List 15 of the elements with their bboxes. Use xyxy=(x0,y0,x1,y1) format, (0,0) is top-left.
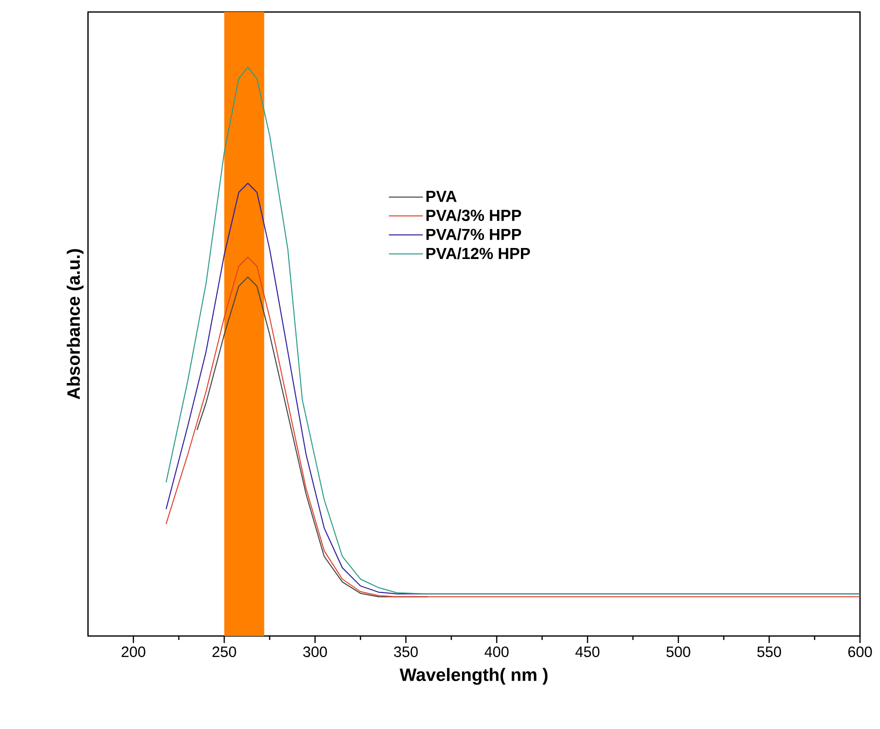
x-axis-title: Wavelength( nm ) xyxy=(400,668,548,685)
x-tick-label: 550 xyxy=(757,646,782,658)
legend-label: PVA xyxy=(426,190,457,202)
x-tick-label: 400 xyxy=(484,646,509,658)
y-axis-title: Absorbance (a.u.) xyxy=(66,249,84,400)
legend-label: PVA/12% HPP xyxy=(426,247,530,260)
legend-label: PVA/7% HPP xyxy=(426,228,522,240)
x-tick-label: 300 xyxy=(303,646,327,658)
x-tick-label: 350 xyxy=(394,646,418,658)
legend-label: PVA/3% HPP xyxy=(426,209,522,222)
x-tick-label: 200 xyxy=(122,646,146,658)
x-tick-label: 250 xyxy=(212,646,236,658)
x-tick-label: 450 xyxy=(575,646,600,658)
x-tick-label: 500 xyxy=(666,646,690,658)
x-tick-label: 600 xyxy=(848,646,872,658)
